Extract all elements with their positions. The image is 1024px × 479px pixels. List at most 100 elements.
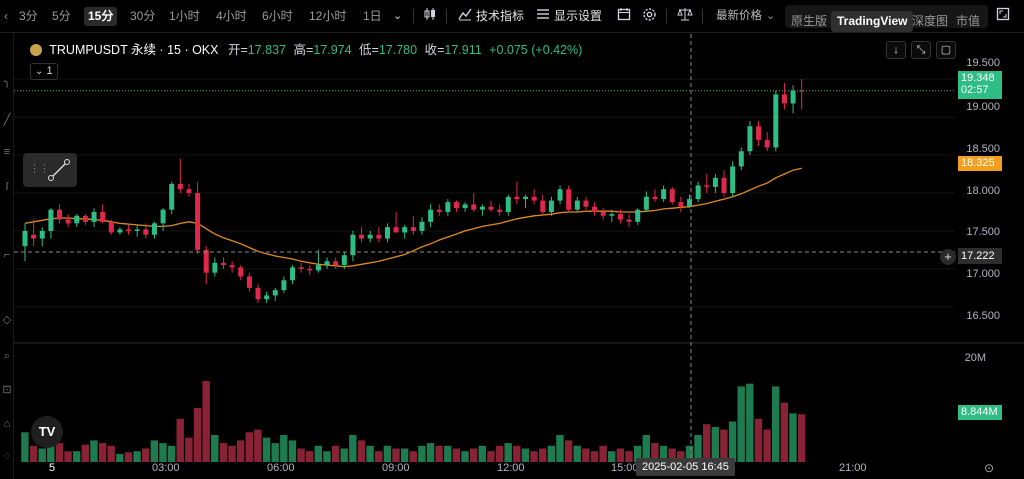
chevron-down-icon[interactable]: ⌄ (766, 10, 776, 22)
volume-bar (780, 402, 789, 462)
candle-body (445, 202, 451, 212)
display-settings-icon[interactable] (536, 7, 550, 26)
interval-5m[interactable]: 5分 (52, 9, 71, 23)
trash-tool-icon[interactable]: ⌂ (3, 418, 11, 430)
volume-bar (478, 445, 486, 462)
volume-bar (659, 445, 668, 462)
brush-tool-icon[interactable]: ſ (5, 181, 9, 193)
interval-1h[interactable]: 1小时 (169, 9, 200, 23)
candle (712, 174, 718, 193)
candle (592, 202, 598, 216)
volume-bar (323, 451, 331, 462)
volume-bar (262, 437, 271, 462)
candle (799, 79, 805, 110)
candle-body (160, 209, 166, 224)
fullscreen-icon[interactable] (996, 7, 1010, 26)
interval-3m[interactable]: 3分 (19, 9, 38, 23)
candle (186, 183, 192, 197)
interval-4h[interactable]: 4小时 (216, 9, 247, 23)
interval-1d[interactable]: 1日 (363, 9, 382, 23)
lock-tool-icon[interactable]: ⊡ (2, 384, 12, 396)
coin-icon (30, 44, 42, 56)
volume-bar (228, 445, 236, 462)
volume-bar (47, 440, 55, 462)
candle-body (721, 177, 727, 193)
time-axis-settings-icon[interactable]: ⊙ (984, 461, 995, 475)
price-type-select[interactable]: 最新价格 (716, 10, 762, 22)
zoom-tool-icon[interactable]: ⌕ (3, 350, 11, 362)
candle-body (169, 183, 175, 210)
line-tool-icon[interactable] (47, 158, 71, 185)
add-alert-button[interactable]: + (940, 249, 956, 265)
candle (419, 217, 425, 235)
fib-tool-icon[interactable]: ≡ (3, 146, 11, 158)
candle-type-icon[interactable] (423, 7, 437, 26)
view-mode-native[interactable]: 原生版 (791, 14, 828, 28)
candle (169, 181, 175, 215)
current-price-value: 19.348 (961, 72, 995, 84)
toolbar-divider (413, 9, 414, 24)
volume-bar (504, 443, 512, 462)
open-value: 17.837 (247, 43, 287, 57)
calendar-icon[interactable] (617, 7, 631, 26)
candle (557, 185, 563, 205)
close-label: 收= (424, 43, 445, 57)
eraser-tool-icon[interactable]: ◇ (2, 314, 12, 326)
volume-bar (469, 448, 478, 462)
scroll-down-button[interactable]: ↓ (886, 41, 906, 59)
volume-bar (254, 429, 262, 462)
gear-icon[interactable] (642, 7, 657, 26)
volume-bar (677, 451, 685, 462)
candle-body (324, 261, 330, 266)
candle-body (574, 200, 580, 210)
candle-body (384, 227, 390, 239)
candle-body (65, 219, 71, 224)
camera-icon: ▢ (940, 44, 952, 56)
symbol-title[interactable]: TRUMPUSDT 永续 · 15 · OKX (49, 43, 219, 57)
candle-body (212, 262, 218, 273)
candle-body (712, 177, 718, 187)
candle (100, 204, 106, 224)
chevron-down-icon[interactable]: ⌄ (393, 10, 403, 22)
interval-6h[interactable]: 6小时 (262, 9, 293, 23)
price-chart[interactable] (0, 34, 1024, 479)
view-mode-depth[interactable]: 深度图 (912, 14, 949, 28)
collapse-button[interactable]: ⤡ (911, 41, 931, 59)
view-mode-market-cap[interactable]: 市值 (956, 14, 981, 28)
candle-body (376, 234, 382, 239)
volume-bar (573, 445, 581, 462)
candle (31, 219, 37, 247)
interval-30m[interactable]: 30分 (130, 9, 156, 23)
trendline-tool-icon[interactable]: ╱ (3, 114, 11, 126)
indicators-icon[interactable] (458, 7, 472, 26)
candle (91, 208, 97, 228)
candle (721, 170, 727, 197)
view-mode-tradingview[interactable]: TradingView (831, 11, 914, 32)
interval-12h[interactable]: 12小时 (309, 9, 347, 23)
indicators-button[interactable]: 技术指标 (476, 9, 525, 23)
collapse-icon[interactable]: ‹ (4, 9, 8, 23)
plus-icon: + (944, 249, 952, 264)
indicator-toggle[interactable]: ⌄ 1 (30, 63, 58, 80)
tradingview-logo[interactable]: TV (31, 416, 63, 448)
volume-bar (340, 448, 348, 462)
interval-15m[interactable]: 15分 (84, 7, 118, 26)
screenshot-button[interactable]: ▢ (936, 41, 956, 59)
display-settings-button[interactable]: 显示设置 (554, 9, 603, 23)
text-tool-icon[interactable]: ⌐ (3, 249, 11, 261)
scale-icon[interactable] (677, 7, 693, 26)
candle-body (781, 94, 787, 104)
candle (74, 214, 80, 228)
hide-tool-icon[interactable]: ◌ (3, 450, 11, 462)
drawing-toolbar: ╮ ╱ ≡ ſ ⌐ ◇ ⌕ ⊡ ⌂ ◌ (0, 34, 14, 479)
crosshair-time-tag: 2025-02-05 16:45 (636, 458, 735, 476)
candle (626, 214, 632, 228)
drag-handle-icon[interactable]: ⋮⋮ (29, 163, 50, 175)
candle-body (454, 202, 459, 209)
candle (255, 284, 261, 304)
candle-countdown: 02:57 (961, 84, 989, 96)
cursor-tool-icon[interactable]: ╮ (3, 76, 11, 88)
candle (790, 85, 796, 114)
candle (298, 262, 304, 273)
candle (635, 208, 641, 225)
